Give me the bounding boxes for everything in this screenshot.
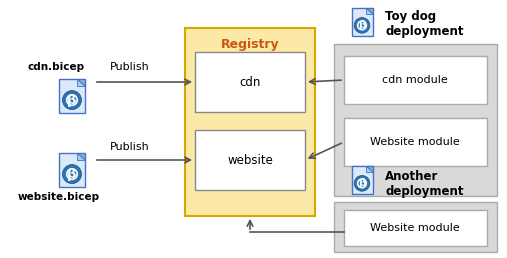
Circle shape (354, 175, 370, 191)
Circle shape (67, 95, 77, 105)
Text: Toy dog: Toy dog (385, 10, 436, 23)
Text: β: β (358, 178, 366, 188)
Text: Website module: Website module (370, 223, 460, 233)
Bar (344, 56, 487, 104)
Text: Publish: Publish (110, 142, 150, 152)
Polygon shape (367, 8, 373, 14)
Polygon shape (77, 153, 85, 160)
Circle shape (354, 18, 370, 33)
Bar (344, 118, 487, 166)
Polygon shape (77, 79, 85, 86)
Text: β: β (67, 168, 77, 181)
Text: cdn module: cdn module (382, 75, 448, 85)
Circle shape (357, 21, 367, 30)
Polygon shape (367, 8, 373, 14)
Bar (334, 44, 497, 196)
FancyBboxPatch shape (59, 79, 85, 113)
Polygon shape (367, 166, 373, 172)
Bar (195, 130, 305, 190)
Circle shape (67, 169, 77, 179)
FancyBboxPatch shape (351, 8, 373, 36)
Text: Website module: Website module (370, 137, 460, 147)
FancyBboxPatch shape (59, 153, 85, 187)
Text: cdn.bicep: cdn.bicep (28, 62, 85, 72)
Circle shape (357, 179, 367, 188)
Text: Another: Another (385, 170, 439, 183)
Bar (195, 52, 305, 112)
Text: deployment: deployment (385, 25, 463, 38)
Circle shape (62, 91, 82, 110)
Text: Publish: Publish (110, 62, 150, 72)
Polygon shape (77, 79, 85, 86)
Text: website: website (227, 154, 273, 166)
Polygon shape (77, 153, 85, 160)
Text: β: β (358, 20, 366, 30)
Bar (185, 28, 315, 216)
Text: website.bicep: website.bicep (18, 192, 100, 202)
Text: Registry: Registry (221, 38, 279, 51)
Text: deployment: deployment (385, 185, 463, 198)
Bar (334, 202, 497, 252)
Text: cdn: cdn (239, 76, 261, 88)
Bar (344, 210, 487, 246)
Polygon shape (367, 166, 373, 172)
Circle shape (62, 165, 82, 184)
FancyBboxPatch shape (351, 166, 373, 194)
Text: β: β (67, 94, 77, 107)
